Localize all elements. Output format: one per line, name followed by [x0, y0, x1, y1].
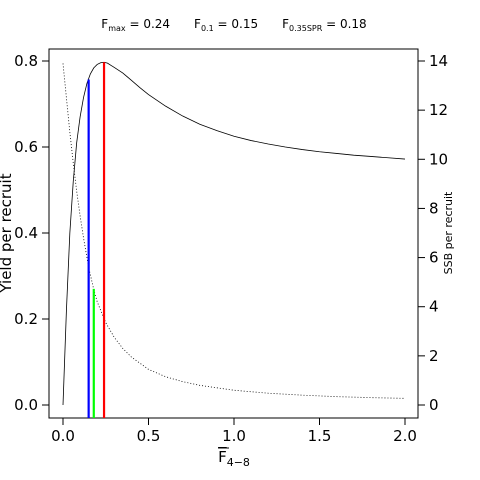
y-axis-right: 0 2 4 6 8 10 12 14 [418, 52, 448, 414]
y-right-tick-label: 4 [429, 298, 439, 316]
y-left-tick-label: 0.4 [14, 224, 38, 242]
yield-per-recruit-line [62, 61, 406, 406]
y-axis-right-label: SSB per recruit [442, 191, 455, 274]
x-tick-label: 0.5 [137, 427, 161, 445]
y-left-tick-label: 0.0 [14, 396, 38, 414]
y-right-tick-label: 8 [429, 199, 439, 217]
chart-header: Fmax = 0.24 F0.1 = 0.15 F0.35SPR = 0.18 [101, 17, 366, 33]
x-tick-label: 1.5 [308, 427, 332, 445]
x-axis: 0.0 0.5 1.0 1.5 2.0 [51, 418, 417, 445]
y-right-tick-label: 10 [429, 150, 448, 168]
y-left-tick-label: 0.2 [14, 310, 38, 328]
y-right-tick-label: 6 [429, 249, 439, 267]
y-axis-left-label: Yield per recruit [0, 173, 15, 293]
x-tick-label: 0.0 [51, 427, 75, 445]
x-tick-label: 2.0 [393, 427, 417, 445]
y-left-tick-label: 0.6 [14, 138, 38, 156]
x-axis-label: F4−8 [218, 448, 250, 469]
y-right-tick-label: 2 [429, 347, 439, 365]
ssb-per-recruit-line [62, 63, 406, 399]
y-right-tick-label: 12 [429, 101, 448, 119]
y-left-tick-label: 0.8 [14, 52, 38, 70]
y-right-tick-label: 14 [429, 52, 448, 70]
y-axis-left: 0.0 0.2 0.4 0.6 0.8 [14, 52, 49, 414]
y-right-tick-label: 0 [429, 396, 439, 414]
x-tick-label: 1.0 [222, 427, 246, 445]
plot-area [62, 61, 406, 418]
